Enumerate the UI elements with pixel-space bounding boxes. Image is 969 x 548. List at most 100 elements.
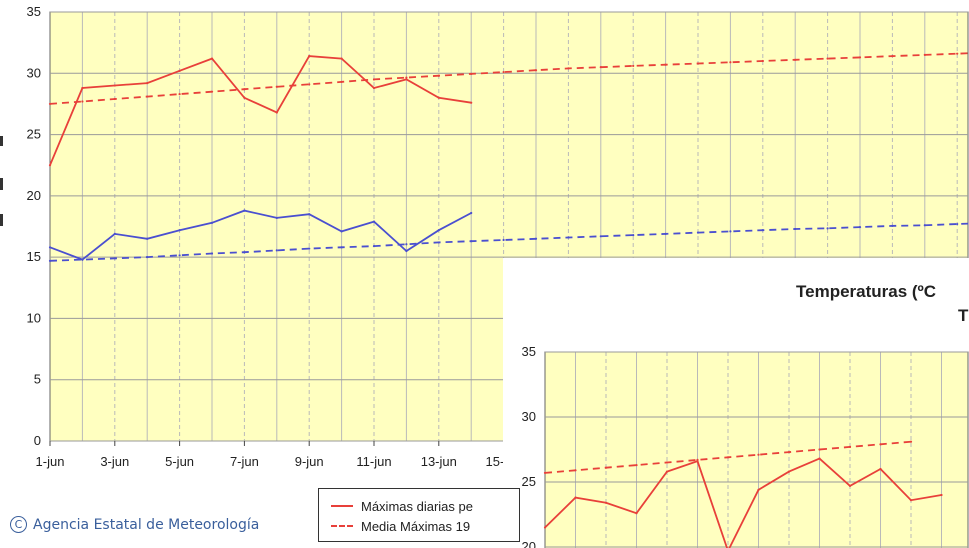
series-1-point [437,74,440,77]
y-tick-label: 0 [34,433,41,448]
y-tick-label: 25 [522,474,536,489]
series-1-point [470,72,473,75]
y-tick-label: 5 [34,372,41,387]
series-1-point [405,76,408,79]
series-1-point [956,52,959,55]
series-3-point [664,232,667,235]
series-line-0 [49,55,472,166]
series-3-point [923,224,926,227]
series-1-point [787,451,791,454]
series-3-point [567,236,570,239]
series-3-point [275,249,278,252]
plot-area [544,351,969,548]
series-1-point [178,93,181,96]
credit-text: Agencia Estatal de Meteorología [33,516,260,533]
y-tick-label: 35 [27,4,41,19]
series-0-point [470,101,473,104]
series-1-point [574,469,577,472]
series-3-point [826,227,829,230]
series-1-point [308,83,311,86]
series-3-point [113,257,116,260]
series-2-point [470,211,473,215]
series-3-point [858,226,862,229]
series-0-point [210,57,214,60]
y-tick-label: 25 [27,127,41,142]
series-3-point [470,240,473,243]
series-2-point [48,246,52,249]
series-2-point [243,209,246,212]
series-2-point [340,230,343,233]
series-1-point [543,471,547,474]
legend-item-mean-max: Media Máximas 19 [331,517,470,535]
series-1-point [243,88,246,91]
series-2-point [146,237,149,240]
series-1-point [81,100,84,103]
legend-swatch-dashed [331,525,353,527]
series-1-point [848,445,852,448]
series-2-point [113,232,116,235]
x-tick-label: 7-jun [230,454,259,469]
series-1-point [534,69,538,72]
series-1-point [909,440,913,443]
series-1-point [210,90,214,93]
overlay-temperature-chart: 20 25 30 35 [522,344,969,548]
aemet-credit[interactable]: C Agencia Estatal de Meteorología [10,516,259,533]
series-1-point [726,456,730,459]
copyright-icon: C [10,516,27,533]
series-line-2 [49,209,472,261]
series-line-1 [49,52,969,105]
series-1-point [826,57,829,60]
series-3-point [340,246,343,249]
series-1-point [879,443,882,446]
series-0-point [635,512,638,515]
series-0-point [405,78,408,81]
x-tick-label: 3-jun [100,454,129,469]
series-0-point [340,57,343,60]
series-0-point [879,467,882,471]
series-1-point [794,58,797,61]
series-1-point [146,95,149,98]
series-3-point [502,238,505,242]
x-tick-label: 9-jun [295,454,324,469]
series-1-point [729,61,732,64]
series-3-point [891,224,894,227]
series-3-point [243,251,246,254]
series-0-point [574,496,577,499]
series-2-point [437,229,440,232]
series-0-point [372,86,376,90]
series-1-point [923,53,926,57]
series-0-point [665,470,669,473]
series-line-0 [544,457,942,548]
series-0-point [757,488,760,491]
legend-label: Máximas diarias pe [361,498,473,514]
series-1-point [818,448,821,451]
series-0-point [909,499,913,502]
series-2-point [372,220,376,223]
series-3-point [696,231,700,234]
series-0-point [787,470,791,473]
series-1-point [604,466,608,469]
series-0-point [48,164,52,167]
series-1-point [761,59,764,63]
series-3-point [534,237,538,240]
series-3-point [632,233,635,237]
series-0-point [275,111,278,114]
series-0-point [178,69,181,72]
series-3-point [146,256,149,259]
series-2-point [178,229,181,232]
y-tick-label: 35 [522,344,536,359]
series-1-point [696,458,699,461]
series-1-point [891,55,894,58]
series-3-point [405,243,408,246]
series-2-point [308,213,311,216]
y-tick-label: 20 [27,188,41,203]
series-0-point [308,55,311,58]
series-0-point [146,81,149,85]
series-0-point [848,484,852,487]
series-3-point [48,259,52,262]
series-3-point [599,235,602,238]
series-2-point [405,249,408,253]
legend-swatch-solid [331,505,353,507]
overlay-chart-title-line2: T [958,306,969,325]
